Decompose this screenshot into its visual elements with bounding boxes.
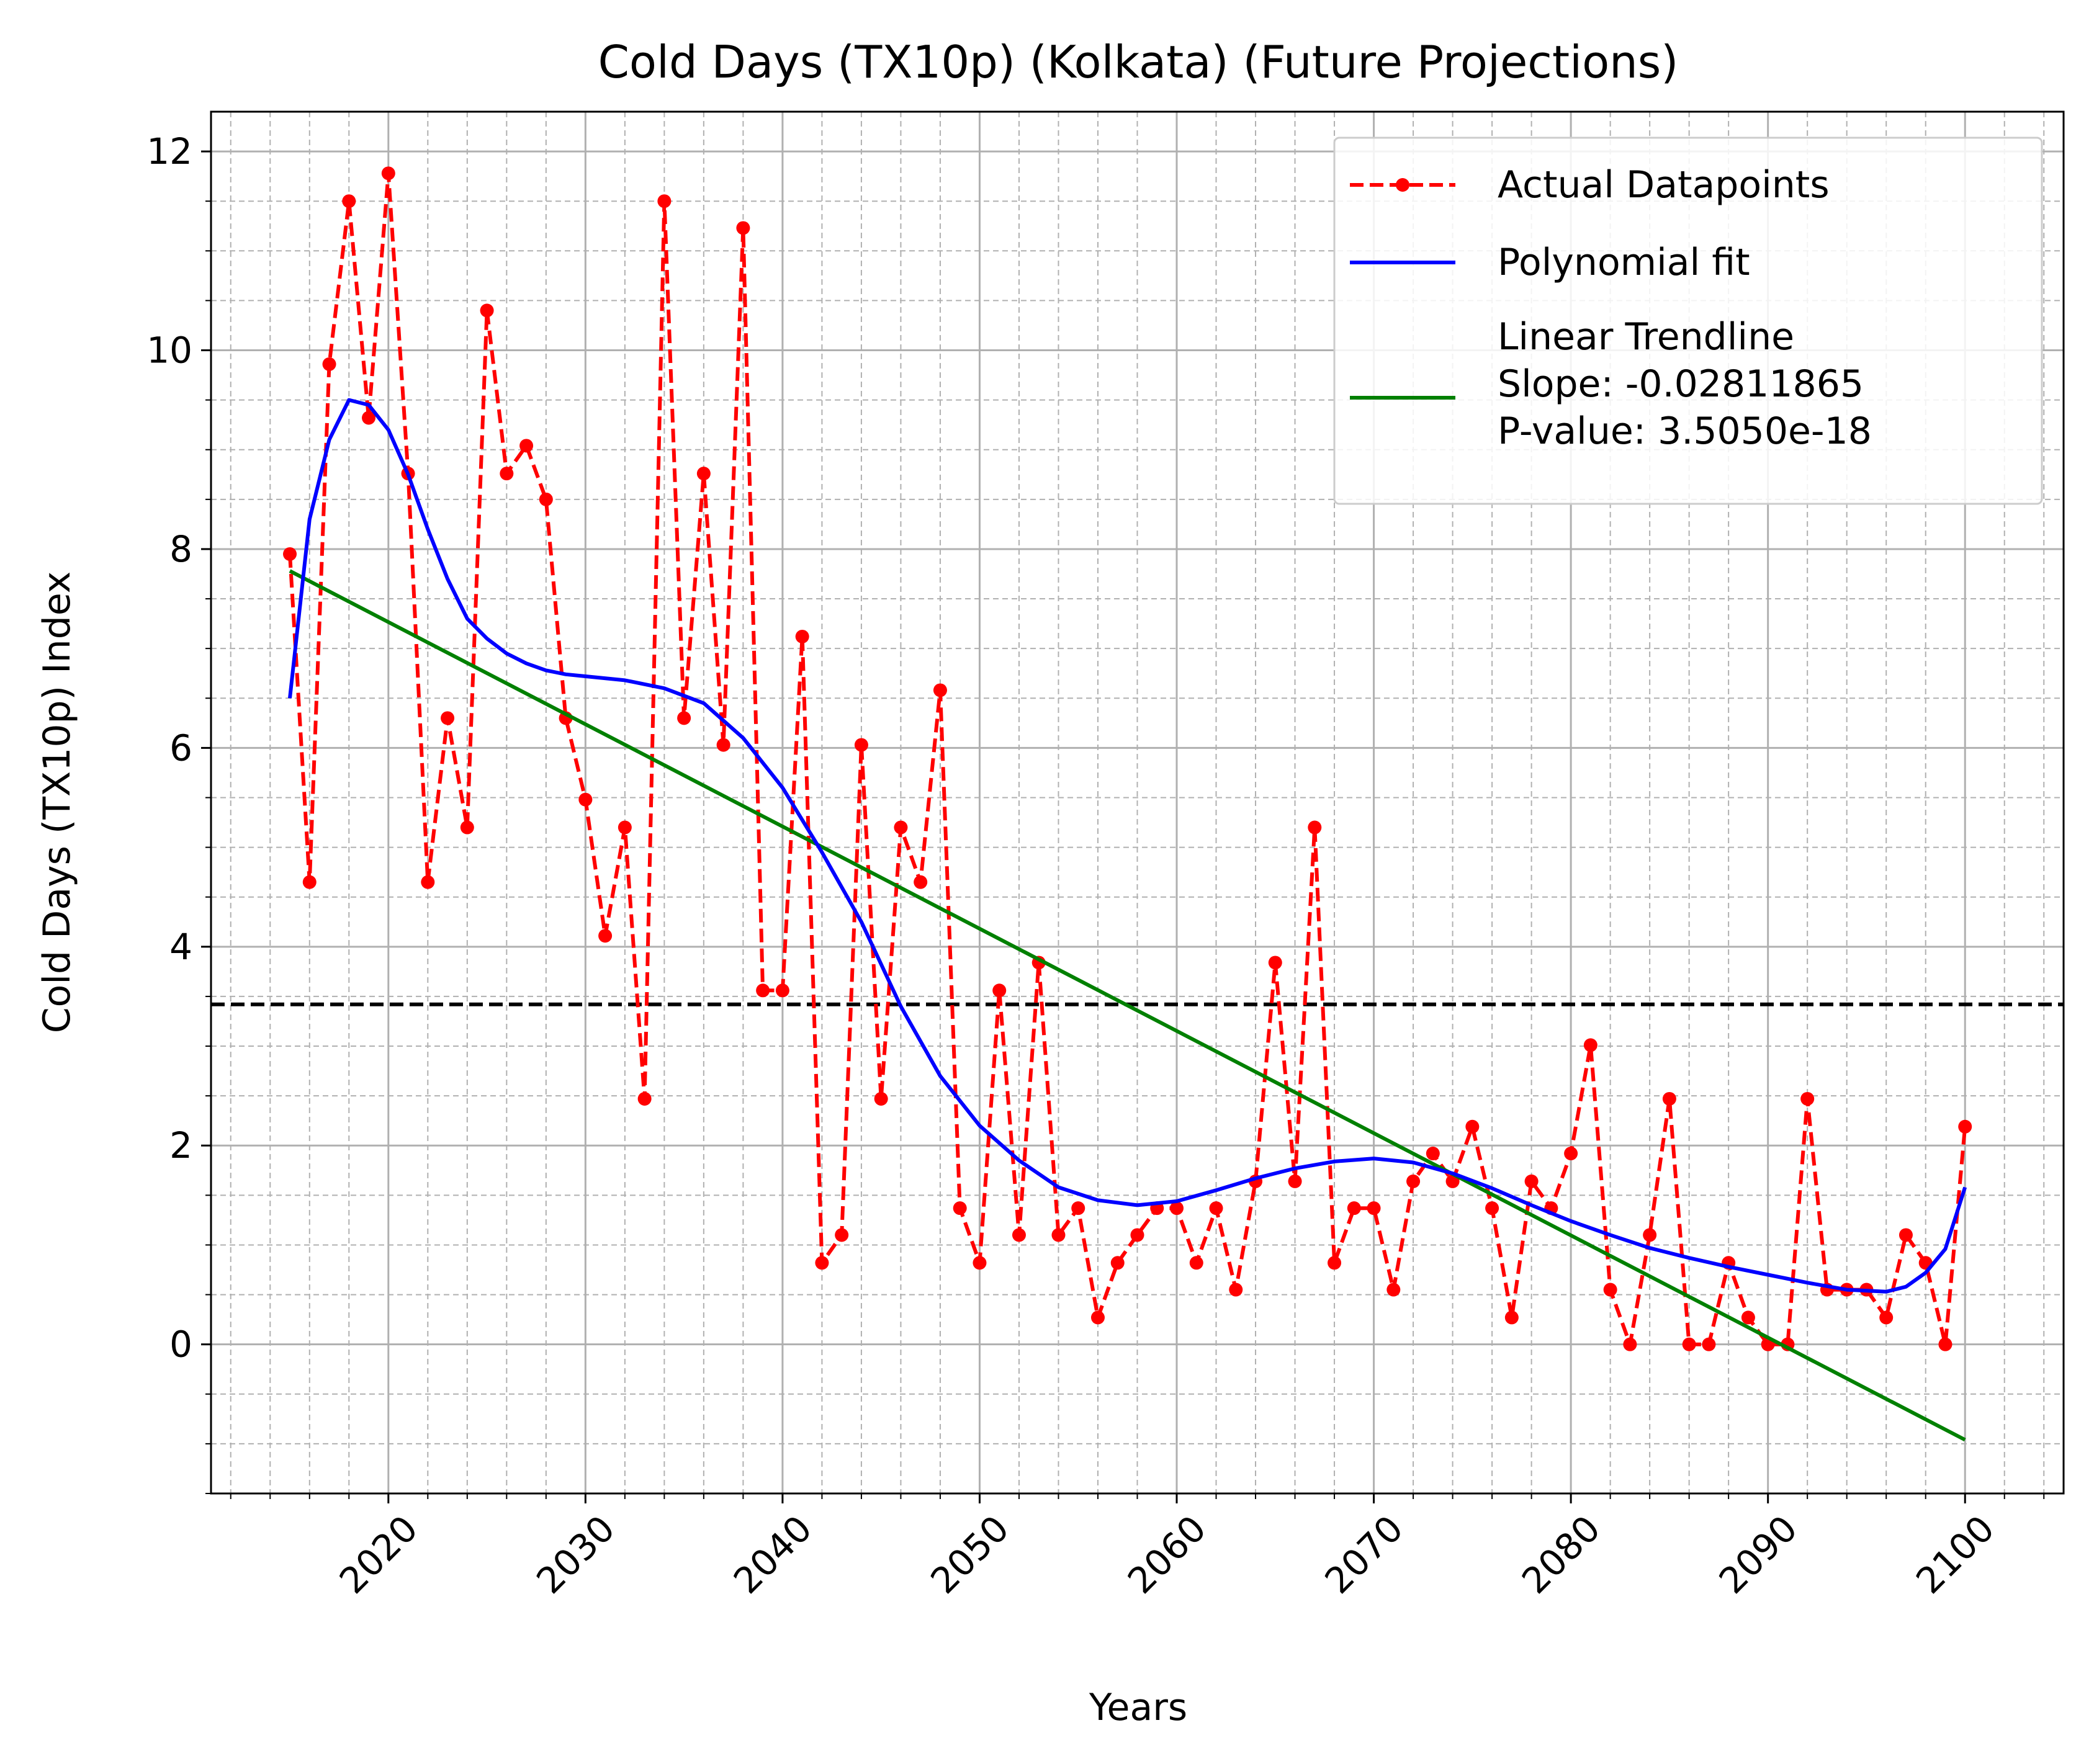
data-point bbox=[1938, 1337, 1952, 1351]
data-point bbox=[1879, 1310, 1894, 1325]
data-point bbox=[1071, 1201, 1085, 1216]
data-point bbox=[1623, 1337, 1637, 1351]
data-point bbox=[1643, 1228, 1657, 1242]
series-group bbox=[283, 166, 1972, 1442]
data-point bbox=[894, 820, 908, 835]
data-point bbox=[637, 1091, 652, 1106]
data-point bbox=[1268, 956, 1282, 970]
data-point bbox=[1090, 1310, 1105, 1325]
x-axis-label: Years bbox=[1089, 1686, 1187, 1729]
data-point bbox=[342, 194, 356, 208]
data-point bbox=[933, 683, 947, 697]
data-point bbox=[421, 875, 435, 889]
data-point bbox=[716, 738, 730, 752]
data-point bbox=[578, 792, 593, 807]
data-point bbox=[1229, 1283, 1243, 1297]
data-point bbox=[1702, 1337, 1716, 1351]
data-point bbox=[1682, 1337, 1696, 1351]
data-point bbox=[815, 1256, 829, 1270]
y-tick-label: 12 bbox=[146, 130, 192, 172]
data-point bbox=[500, 467, 514, 481]
data-point bbox=[914, 875, 928, 889]
data-point bbox=[1426, 1147, 1440, 1161]
data-point bbox=[1051, 1228, 1066, 1242]
data-point bbox=[874, 1091, 888, 1106]
data-point bbox=[1367, 1201, 1381, 1216]
data-point bbox=[1485, 1201, 1499, 1216]
data-point bbox=[1386, 1283, 1401, 1297]
data-point bbox=[480, 303, 494, 318]
data-point bbox=[1583, 1038, 1597, 1052]
data-point bbox=[1899, 1228, 1913, 1242]
y-tick-label: 10 bbox=[146, 329, 192, 372]
data-point bbox=[539, 492, 553, 506]
y-tick-label: 8 bbox=[169, 528, 192, 570]
data-point bbox=[696, 467, 711, 481]
data-point bbox=[1504, 1310, 1519, 1325]
data-point bbox=[1347, 1201, 1361, 1216]
y-tick-label: 0 bbox=[169, 1323, 192, 1366]
data-point bbox=[756, 983, 770, 998]
linear-trendline-line bbox=[289, 569, 1966, 1442]
data-point bbox=[1110, 1256, 1125, 1270]
data-point bbox=[736, 221, 750, 235]
chart-title: Cold Days (TX10p) (Kolkata) (Future Proj… bbox=[598, 36, 1679, 88]
data-point bbox=[598, 929, 613, 943]
y-tick-label: 2 bbox=[169, 1124, 192, 1166]
data-point bbox=[1524, 1174, 1539, 1188]
legend-label-trendline-line: P-value: 3.5050e-18 bbox=[1498, 410, 1872, 453]
data-point bbox=[1012, 1228, 1026, 1242]
data-point bbox=[1308, 820, 1322, 835]
data-point bbox=[992, 983, 1007, 998]
actual-datapoints-line bbox=[288, 171, 1967, 1346]
data-point bbox=[381, 166, 395, 181]
y-tick-label: 4 bbox=[169, 926, 192, 968]
data-point bbox=[835, 1228, 849, 1242]
legend-label-actual: Actual Datapoints bbox=[1498, 163, 1830, 207]
data-point bbox=[1209, 1201, 1223, 1216]
data-point bbox=[775, 983, 789, 998]
data-point bbox=[1406, 1174, 1421, 1188]
polynomial-fit-line bbox=[288, 398, 1967, 1294]
data-point bbox=[1958, 1119, 1972, 1134]
data-point bbox=[283, 547, 297, 561]
data-point bbox=[1800, 1091, 1815, 1106]
data-point bbox=[1328, 1256, 1342, 1270]
legend: Actual Datapoints Polynomial fit Linear Tr… bbox=[1333, 137, 2043, 505]
y-axis-label: Cold Days (TX10p) Index bbox=[35, 571, 79, 1034]
data-point bbox=[657, 194, 672, 208]
legend-box bbox=[1333, 137, 2043, 505]
data-point bbox=[1741, 1310, 1755, 1325]
data-point bbox=[460, 820, 474, 835]
data-point bbox=[1603, 1283, 1617, 1297]
y-tick-label: 6 bbox=[169, 727, 192, 769]
data-point bbox=[1130, 1228, 1144, 1242]
data-point bbox=[1564, 1147, 1578, 1161]
data-point bbox=[1662, 1091, 1676, 1106]
data-point bbox=[618, 820, 632, 835]
data-point bbox=[1170, 1201, 1184, 1216]
data-point bbox=[795, 629, 809, 643]
data-point bbox=[854, 738, 868, 752]
data-point bbox=[519, 439, 534, 453]
data-point bbox=[441, 711, 455, 725]
data-point bbox=[302, 875, 317, 889]
legend-label-trendline-line: Slope: -0.02811865 bbox=[1498, 362, 1864, 406]
data-point bbox=[322, 357, 336, 371]
legend-label-polynomial: Polynomial fit bbox=[1498, 241, 1750, 284]
legend-marker-actual bbox=[1396, 178, 1409, 192]
data-point bbox=[1189, 1256, 1203, 1270]
data-point bbox=[973, 1256, 987, 1270]
legend-label-trendline-line: Linear Trendline bbox=[1498, 315, 1794, 359]
data-point bbox=[1465, 1119, 1480, 1134]
data-point bbox=[1445, 1174, 1460, 1188]
data-point bbox=[953, 1201, 967, 1216]
data-point bbox=[1288, 1174, 1302, 1188]
data-point bbox=[362, 411, 376, 425]
data-point bbox=[677, 711, 691, 725]
legend-label-trendline: Linear Trendline Slope: -0.02811865 P-valu… bbox=[1498, 315, 1872, 453]
